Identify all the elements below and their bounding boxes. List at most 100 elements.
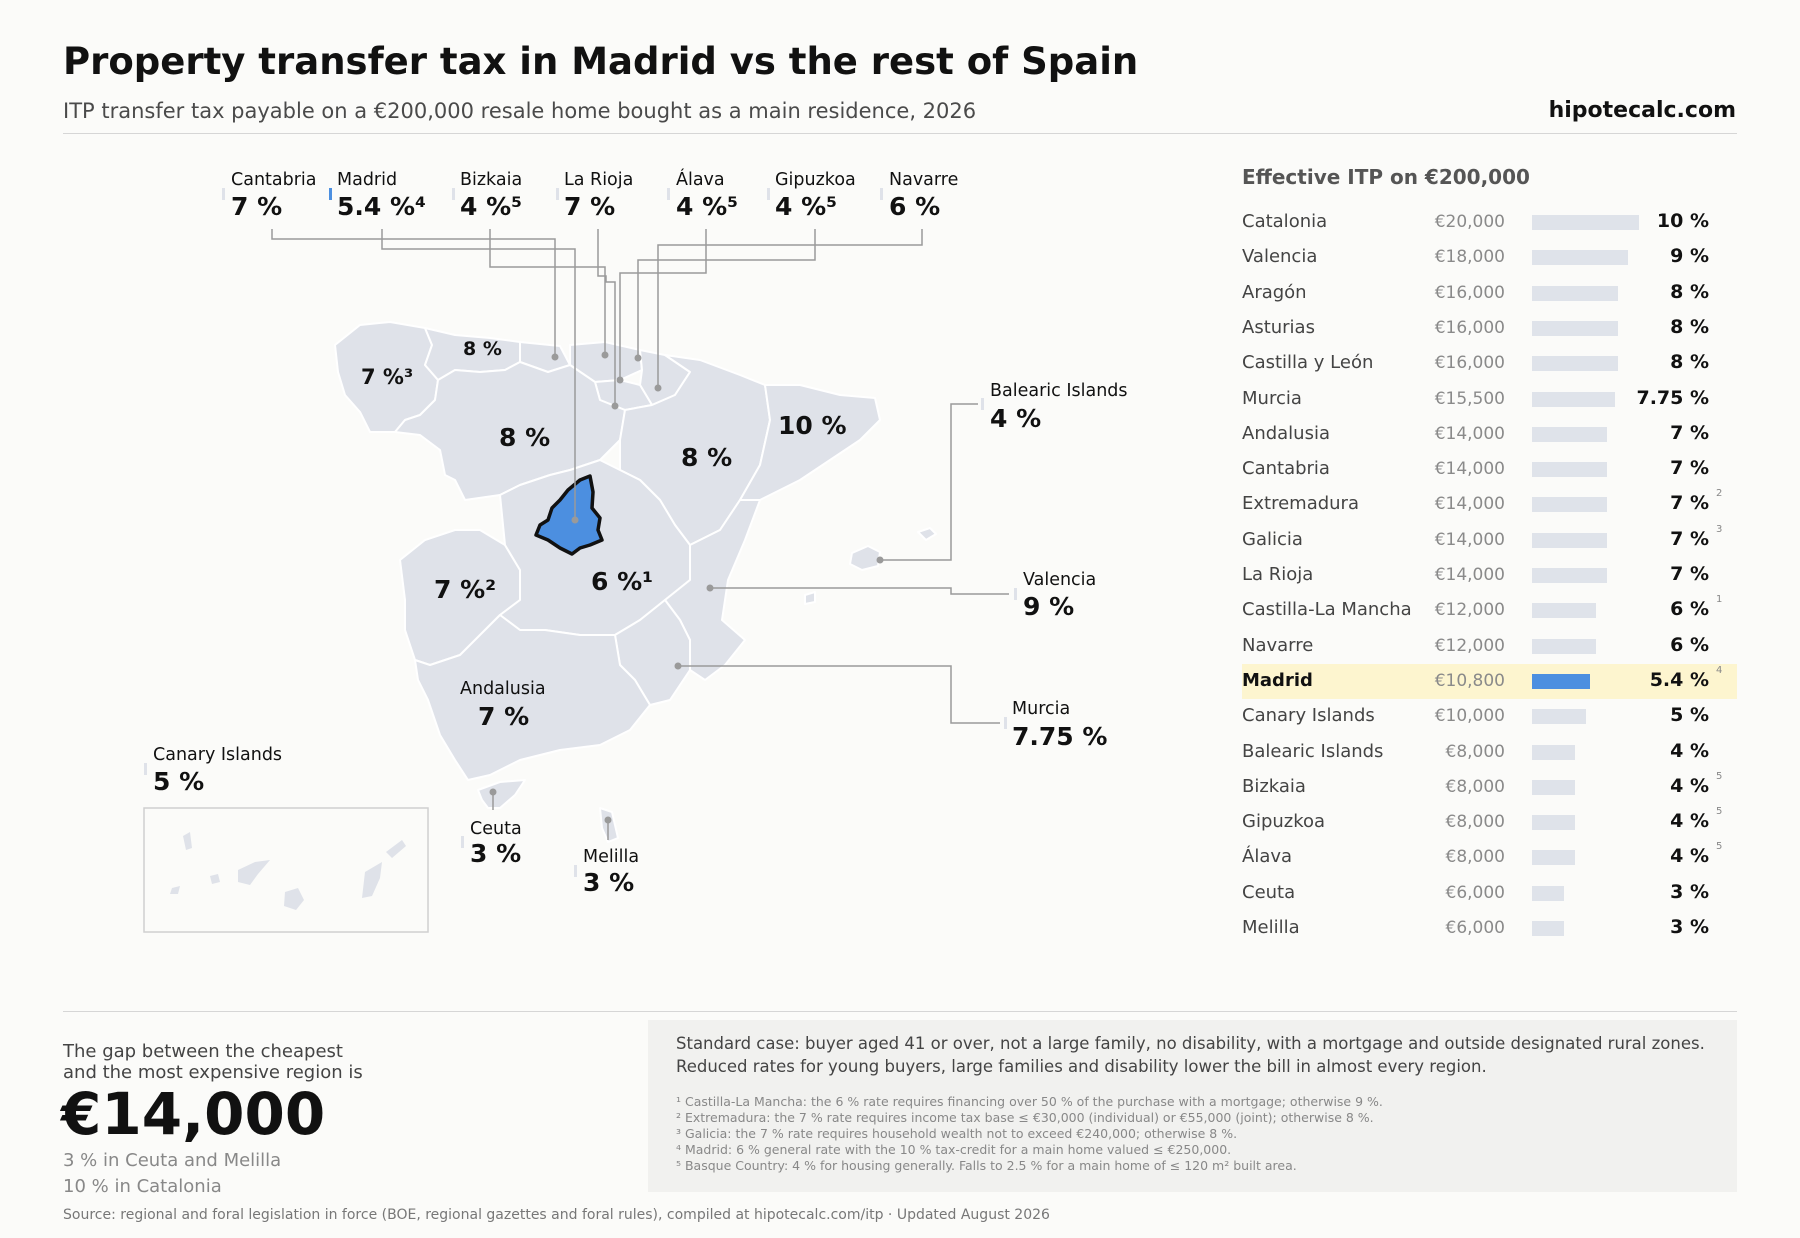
- itp-rate-label: 5.4 %: [1649, 668, 1709, 691]
- valencia-rate: 9 %: [1023, 592, 1074, 621]
- callout-cantabria-name: Cantabria: [231, 170, 317, 190]
- region-melilla: [599, 807, 619, 843]
- itp-region-label: Navarre: [1242, 634, 1314, 656]
- itp-rate-label: 4 %: [1670, 739, 1709, 762]
- callout-cantabria-rate: 7 %: [231, 192, 282, 221]
- itp-bar: [1532, 921, 1565, 936]
- callout-gipuzkoa-name: Gipuzkoa: [775, 170, 856, 190]
- itp-bar: [1532, 250, 1629, 266]
- leader-dots: [489, 351, 884, 824]
- itp-rate-label: 7 %: [1670, 563, 1709, 585]
- andalusia-name: Andalusia: [460, 679, 546, 699]
- gap-label: The gap between the cheapest and the mos…: [63, 1041, 363, 1083]
- rate-andalusia: 7 %: [478, 702, 529, 731]
- callout-navarre-name: Navarre: [889, 170, 958, 190]
- footnote-2: ² Extremadura: the 7 % rate requires inc…: [676, 1110, 1374, 1125]
- itp-bar: [1532, 603, 1597, 619]
- itp-rate-label: 3 %: [1670, 880, 1709, 903]
- valencia-name: Valencia: [1023, 570, 1096, 590]
- itp-amount-label: €14,000: [1434, 529, 1505, 550]
- source-note: Source: regional and foral legislation i…: [63, 1207, 1050, 1223]
- itp-bar: [1532, 709, 1586, 725]
- rate-catalonia: 10 %: [778, 411, 847, 440]
- itp-footnote-mark: 1: [1716, 594, 1723, 606]
- balearic-name: Balearic Islands: [990, 381, 1128, 401]
- itp-region-label: Gipuzkoa: [1242, 811, 1326, 833]
- itp-rate-label: 4 %: [1670, 774, 1709, 797]
- region-ceuta: [477, 779, 526, 809]
- itp-row: Asturias €16,000 8 %: [1242, 311, 1737, 346]
- spain-map: Cantabria Madrid Bizkaia La Rioja Álava …: [143, 168, 1128, 933]
- rate-castilla-la-mancha: 6 %¹: [591, 567, 653, 596]
- itp-amount-label: €8,000: [1445, 812, 1505, 833]
- region-shapes: [334, 321, 937, 843]
- itp-row: Extremadura €14,000 7 % 2: [1242, 487, 1737, 522]
- itp-amount-label: €8,000: [1445, 847, 1505, 868]
- footnote-5: ⁵ Basque Country: 4 % for housing genera…: [676, 1158, 1297, 1173]
- itp-region-label: Madrid: [1242, 669, 1313, 691]
- itp-bar: [1532, 744, 1575, 760]
- itp-row: La Rioja €14,000 7 %: [1242, 558, 1737, 593]
- itp-amount-label: €16,000: [1434, 353, 1505, 374]
- itp-amount-label: €12,000: [1434, 600, 1505, 621]
- itp-rate-label: 7.75 %: [1636, 386, 1709, 409]
- itp-amount-label: €14,000: [1434, 494, 1505, 515]
- itp-bar: [1532, 568, 1607, 583]
- itp-bar: [1532, 215, 1639, 230]
- gap-note-most-expensive: 10 % in Catalonia: [63, 1176, 222, 1197]
- itp-bar: [1532, 391, 1615, 407]
- itp-row: Cantabria €14,000 7 %: [1242, 452, 1737, 487]
- itp-row: Aragón €16,000 8 %: [1242, 276, 1737, 311]
- rate-aragon: 8 %: [681, 443, 732, 472]
- itp-bar: [1532, 850, 1575, 866]
- footnote-4: ⁴ Madrid: 6 % general rate with the 10 %…: [676, 1142, 1232, 1157]
- itp-region-label: Canary Islands: [1242, 705, 1375, 727]
- callout-madrid-rate: 5.4 %⁴: [337, 192, 426, 221]
- itp-amount-label: €16,000: [1434, 282, 1505, 303]
- itp-footnote-mark: 5: [1716, 841, 1723, 853]
- region-balearic-3: [804, 591, 816, 605]
- itp-row: Madrid €10,800 5.4 % 4: [1242, 663, 1737, 699]
- itp-region-label: Álava: [1242, 846, 1293, 868]
- header-divider: [63, 133, 1737, 134]
- itp-rate-label: 4 %: [1670, 810, 1709, 833]
- region-andalusia: [414, 614, 651, 781]
- itp-row: Valencia €18,000 9 %: [1242, 240, 1737, 275]
- itp-region-label: Castilla y León: [1242, 352, 1374, 374]
- itp-region-label: Catalonia: [1242, 211, 1328, 232]
- itp-region-label: Ceuta: [1242, 881, 1296, 903]
- list-title: Effective ITP on €200,000: [1242, 165, 1530, 189]
- itp-region-label: Extremadura: [1242, 493, 1359, 515]
- rate-asturias: 8 %: [463, 338, 502, 360]
- itp-amount-label: €14,000: [1434, 565, 1505, 585]
- itp-amount-label: €15,500: [1434, 388, 1505, 409]
- itp-region-label: La Rioja: [1242, 564, 1314, 585]
- itp-rate-label: 4 %: [1670, 845, 1709, 868]
- itp-row: Bizkaia €8,000 4 % 5: [1242, 770, 1737, 805]
- itp-row: Castilla-La Mancha €12,000 6 % 1: [1242, 593, 1737, 628]
- callout-navarre-rate: 6 %: [889, 192, 940, 221]
- itp-rate-label: 6 %: [1670, 598, 1709, 621]
- callout-bizkaia-rate: 4 %⁵: [460, 192, 522, 221]
- footer-divider: [63, 1011, 1737, 1012]
- itp-region-label: Bizkaia: [1242, 775, 1306, 797]
- itp-bar: [1532, 638, 1597, 654]
- canary-name: Canary Islands: [153, 745, 282, 765]
- itp-bar: [1532, 320, 1618, 336]
- brand-link[interactable]: hipotecalc.com: [1548, 98, 1736, 123]
- itp-row: Balearic Islands €8,000 4 %: [1242, 735, 1737, 770]
- callout-bizkaia-name: Bizkaia: [460, 170, 522, 190]
- itp-bar: [1532, 532, 1607, 548]
- itp-bar: [1532, 673, 1590, 689]
- itp-region-label: Asturias: [1242, 316, 1315, 338]
- itp-row: Ceuta €6,000 3 %: [1242, 876, 1737, 911]
- callout-la-rioja-name: La Rioja: [564, 170, 633, 190]
- itp-amount-label: €14,000: [1434, 423, 1505, 444]
- ceuta-name: Ceuta: [470, 819, 522, 839]
- callout-gipuzkoa-rate: 4 %⁵: [775, 192, 837, 221]
- itp-rate-label: 7 %: [1670, 421, 1709, 444]
- itp-row: Álava €8,000 4 % 5: [1242, 840, 1737, 875]
- itp-rate-label: 8 %: [1670, 315, 1709, 338]
- region-balearic-2: [917, 527, 937, 541]
- callout-la-rioja-rate: 7 %: [564, 192, 615, 221]
